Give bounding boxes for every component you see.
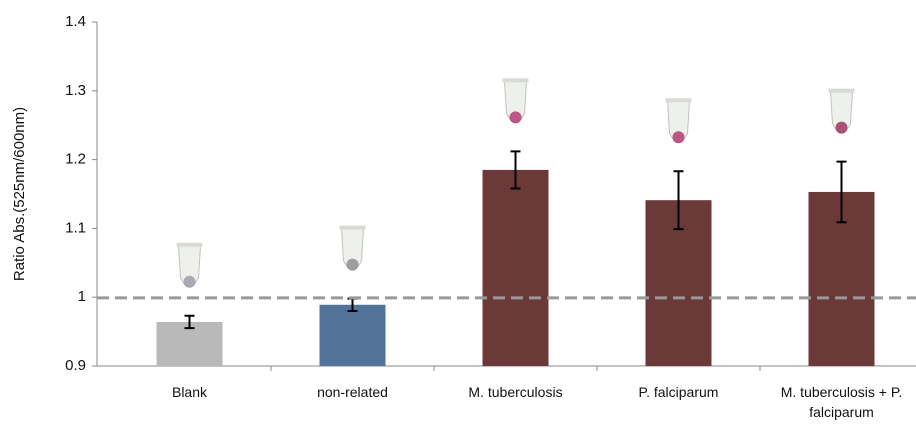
y-tick-label: 1.1 — [65, 219, 86, 236]
x-tick-label: M. tuberculosis — [441, 382, 591, 402]
chart: Ratio Abs.(525nm/600nm) 0.9 1 1.1 1.2 1.3 1.4 — [0, 0, 916, 425]
tube-cap — [503, 78, 529, 82]
tube-liquid — [184, 276, 196, 288]
tube-cap — [666, 98, 692, 102]
y-tick-label: 1 — [78, 288, 86, 305]
tube-liquid — [673, 131, 685, 143]
y-tick-label: 1.2 — [65, 151, 86, 168]
x-tick-label: M. tuberculosis + P. falciparum — [767, 382, 916, 422]
x-tick-label: P. falciparum — [604, 382, 754, 402]
chart-container: Ratio Abs.(525nm/600nm) 0.9 1 1.1 1.2 1.3 1.4… — [0, 0, 916, 425]
y-tick-label: 1.4 — [65, 13, 86, 30]
x-tick-label: non-related — [278, 382, 428, 402]
y-tick-label: 1.3 — [65, 82, 86, 99]
tube-cap — [340, 226, 366, 230]
tube-liquid — [836, 122, 848, 134]
tube-cap — [177, 243, 203, 247]
bar — [320, 305, 386, 366]
y-axis-label: Ratio Abs.(525nm/600nm) — [11, 107, 28, 281]
y-tick-label: 0.9 — [65, 357, 86, 374]
tube-liquid — [510, 111, 522, 123]
x-tick-label: Blank — [115, 382, 265, 402]
tube-cap — [829, 89, 855, 93]
bar — [483, 170, 549, 366]
tube-liquid — [347, 259, 359, 271]
